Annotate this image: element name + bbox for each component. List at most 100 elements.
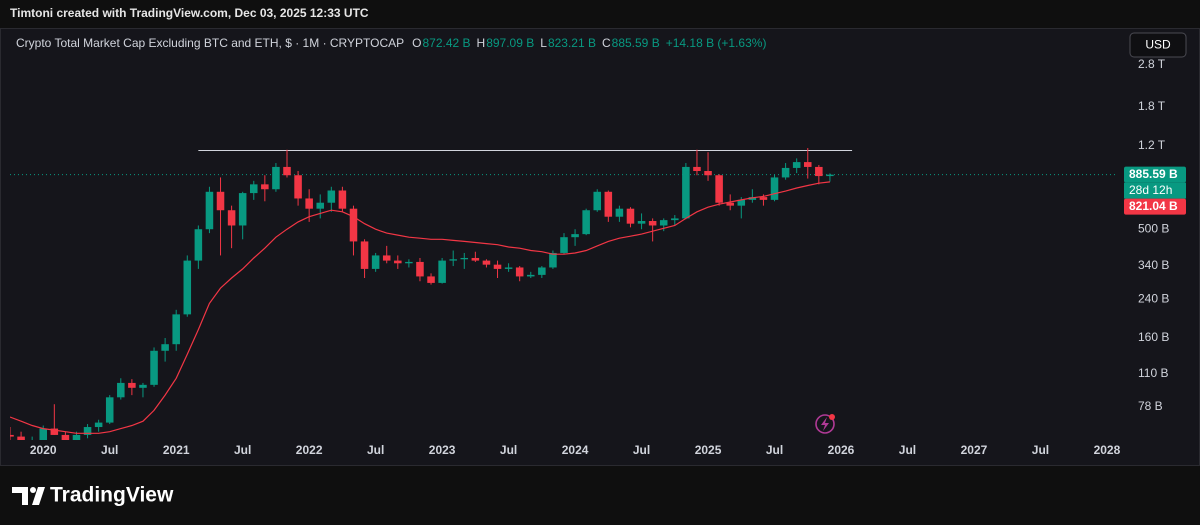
alert-dot[interactable] <box>829 414 835 420</box>
alert-ring[interactable] <box>815 414 835 434</box>
x-tick-label: 2027 <box>961 443 988 457</box>
candle-body <box>382 255 391 261</box>
candle-body <box>416 261 424 277</box>
brand-logo-dot <box>30 487 36 493</box>
candle-body <box>427 276 435 283</box>
y-tick-label: 78 B <box>1138 399 1163 413</box>
candle-body <box>549 252 557 268</box>
y-tick-label: 240 B <box>1138 291 1169 305</box>
candle-body <box>438 260 446 283</box>
candle-body <box>571 234 579 238</box>
alert-bolt[interactable] <box>821 417 829 431</box>
candle-body <box>526 274 535 277</box>
currency-label[interactable]: USD <box>1145 38 1171 52</box>
y-tick-label: 110 B <box>1138 366 1168 380</box>
candle-body <box>139 384 147 388</box>
candle-body <box>405 261 413 264</box>
candle-body <box>593 191 602 211</box>
candle-body <box>249 184 258 194</box>
candle-body <box>648 220 657 226</box>
x-tick-label: 2028 <box>1094 443 1121 457</box>
candle-body <box>482 260 491 265</box>
candle-body <box>493 264 502 269</box>
candle-body <box>94 422 103 428</box>
candle-body <box>261 184 269 190</box>
candle-body <box>283 166 291 176</box>
legend-key: L <box>540 36 547 50</box>
chart-panel <box>0 28 1200 466</box>
brand: TradingView <box>12 484 174 507</box>
x-tick-label: 2021 <box>163 443 190 457</box>
candle-body <box>538 267 546 275</box>
candle-body <box>128 382 136 388</box>
moving-average-line <box>10 181 830 434</box>
legend-value: 872.42 B <box>422 36 470 50</box>
brand-name: TradingView <box>50 484 174 507</box>
candle-body <box>781 167 790 178</box>
candle-body <box>238 193 247 226</box>
candle-body <box>50 428 59 435</box>
candle-body <box>726 202 734 206</box>
legend-value: 897.09 B <box>486 36 534 50</box>
legend-key: H <box>477 36 486 50</box>
candle-body <box>626 208 635 224</box>
x-tick-label: 2022 <box>296 443 323 457</box>
x-tick-label: Jul <box>899 443 916 457</box>
candle-body <box>615 208 624 217</box>
candle-body <box>194 229 203 261</box>
candle-body <box>715 175 723 203</box>
brand-logo-v <box>32 487 45 505</box>
candle-body <box>759 197 768 200</box>
attribution: Timtoni created with TradingView.com, De… <box>10 6 369 20</box>
candle-body <box>117 382 125 398</box>
candle-body <box>205 191 214 230</box>
x-tick-label: Jul <box>234 443 251 457</box>
legend-key: O <box>412 36 421 50</box>
candle-body <box>172 314 180 345</box>
x-tick-label: 2026 <box>828 443 855 457</box>
candle-body <box>327 190 336 203</box>
x-tick-label: Jul <box>766 443 783 457</box>
y-tick-label: 1.2 T <box>1138 138 1166 152</box>
candle-body <box>748 197 757 200</box>
candle-body <box>792 162 801 168</box>
legend-key: C <box>602 36 611 50</box>
y-tick-label: 1.8 T <box>1138 99 1166 113</box>
x-tick-label: Jul <box>101 443 118 457</box>
overlay-price-tag <box>1124 198 1186 215</box>
candle-body <box>39 428 48 440</box>
candle-body <box>216 191 225 211</box>
y-tick-label: 500 B <box>1138 221 1169 235</box>
candle-body <box>471 257 480 261</box>
countdown-label: 28d 12h <box>1129 183 1172 197</box>
candle-body <box>83 427 92 435</box>
candle-body <box>10 434 14 437</box>
last-price-label: 885.59 B <box>1129 167 1178 181</box>
legend-title: Crypto Total Market Cap Excluding BTC an… <box>16 36 404 50</box>
last-price-tag <box>1124 166 1186 183</box>
x-tick-label: Jul <box>1032 443 1049 457</box>
candle-body <box>338 190 347 209</box>
candle-body <box>316 202 325 209</box>
candle-body <box>227 210 236 226</box>
candle-body <box>449 259 457 261</box>
y-tick-label: 2.8 T <box>1138 57 1166 71</box>
candle-body <box>460 257 469 260</box>
candle-body <box>637 220 646 224</box>
candle-body <box>582 210 590 235</box>
brand-logo-t <box>12 487 28 505</box>
candle-body <box>72 434 81 440</box>
candle-body <box>504 267 513 269</box>
candle-body <box>803 162 812 167</box>
candle-body <box>17 436 25 440</box>
candle-body <box>826 174 834 177</box>
countdown-tag <box>1124 182 1186 199</box>
candle-body <box>150 350 158 385</box>
x-tick-label: Jul <box>367 443 384 457</box>
alert-icon[interactable] <box>815 414 835 434</box>
candle-body <box>770 177 779 200</box>
candle-body <box>693 166 701 172</box>
currency-button[interactable] <box>1129 32 1187 58</box>
